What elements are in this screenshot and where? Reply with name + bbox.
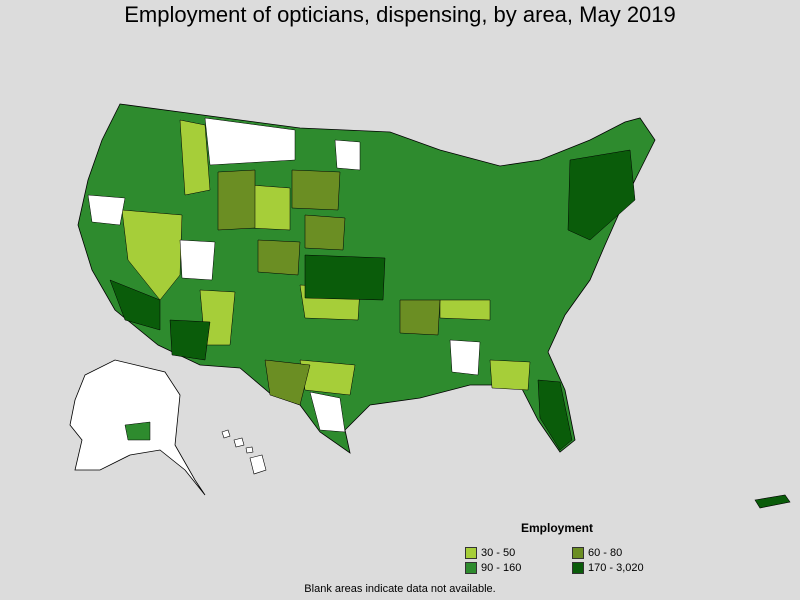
nevada-north-region [87,194,126,226]
kansas-region [304,254,386,301]
north-dakota-region [334,139,361,171]
texas-south-region [264,359,311,406]
legend-item-30-50: 30 - 50 [465,547,515,559]
nevada-region [121,209,183,301]
footnote: Blank areas indicate data not available. [304,583,496,595]
legend-swatch [465,547,477,559]
legend-swatch [572,562,584,574]
kansas-west-region [304,214,346,251]
wyoming-north-region [217,169,256,231]
map-title: Employment of opticians, dispensing, by … [124,2,676,27]
legend-title: Employment [521,521,594,535]
idaho-region [179,119,211,196]
legend-swatch [465,562,477,574]
legend-label: 90 - 160 [481,562,522,574]
legend-label: 30 - 50 [481,547,516,559]
arizona-south-region [169,319,211,361]
arkansas-region [399,299,441,336]
legend-item-170-3020: 170 - 3,020 [572,562,644,574]
legend-item-90-160: 90 - 160 [465,562,521,574]
mississippi-region [449,339,481,376]
montana-region [204,117,296,166]
dakota-region [291,169,341,211]
northeast-region [567,149,636,241]
legend-item-60-80: 60 - 80 [572,547,622,559]
hawaii-region [221,429,267,475]
georgia-region [489,359,531,391]
texas-gulf-region [309,391,346,433]
puerto-rico-region [754,494,791,509]
wyoming-region [249,184,291,231]
kentucky-region [439,299,491,321]
legend-label: 170 - 3,020 [588,562,644,574]
alaska-anchorage-region [124,421,151,441]
utah-region [179,239,216,281]
southern-california-region [109,279,161,331]
legend-swatch [572,547,584,559]
colorado-region [257,239,301,276]
legend-label: 60 - 80 [588,547,623,559]
florida-region [537,379,573,451]
